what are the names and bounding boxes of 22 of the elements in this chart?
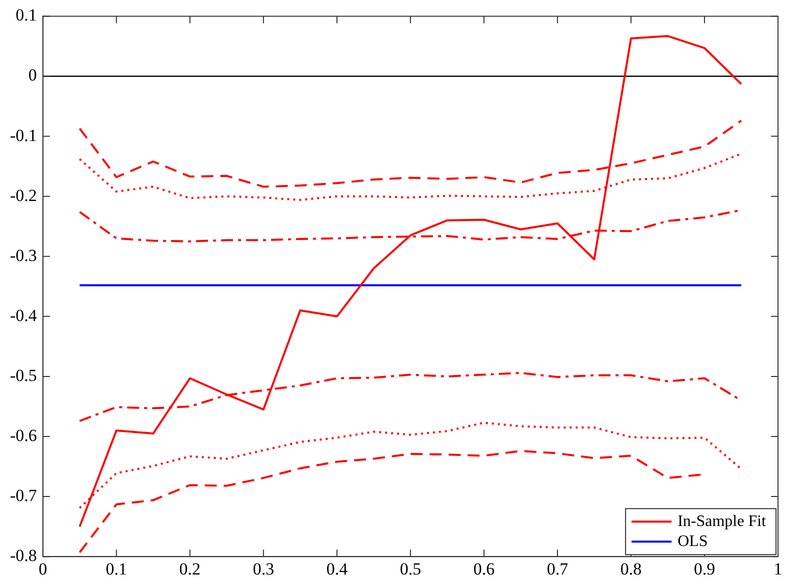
x-tick-label: 0.6 [473, 559, 495, 578]
x-tick-label: 0.1 [106, 559, 128, 578]
x-tick-label: 0.8 [620, 559, 642, 578]
x-tick-label: 0.4 [326, 559, 348, 578]
x-tick-label: 0.5 [400, 559, 422, 578]
y-tick-label: -0.3 [10, 246, 37, 265]
y-tick-label: 0.1 [16, 6, 37, 25]
y-tick-label: -0.5 [10, 366, 37, 385]
y-tick-label: -0.4 [10, 306, 38, 325]
x-tick-label: 0.7 [546, 559, 569, 578]
y-tick-label: -0.2 [10, 186, 37, 205]
x-tick-label: 1 [774, 559, 782, 578]
x-tick-label: 0.3 [252, 559, 274, 578]
legend-label: OLS [678, 532, 708, 550]
x-tick-label: 0.2 [179, 559, 201, 578]
y-tick-label: -0.1 [10, 126, 37, 145]
legend-label: In-Sample Fit [678, 512, 767, 530]
y-tick-label: -0.6 [10, 426, 37, 445]
y-tick-label: -0.8 [10, 546, 37, 566]
x-tick-label: 0.9 [694, 559, 716, 578]
y-tick-label: 0 [28, 66, 37, 85]
y-tick-label: -0.7 [10, 486, 38, 506]
